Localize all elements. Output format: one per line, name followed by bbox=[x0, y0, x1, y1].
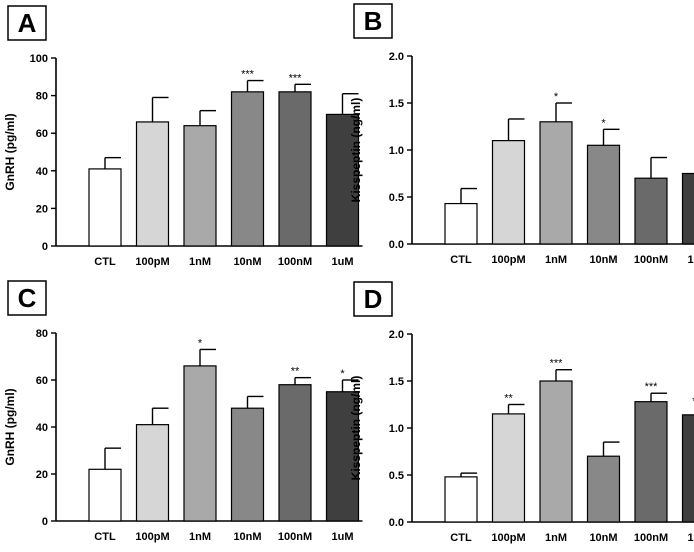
y-tick-label: 1.0 bbox=[389, 423, 404, 435]
bar-ctl bbox=[445, 477, 477, 522]
x-tick-label: CTL bbox=[450, 532, 472, 544]
bar-100nm bbox=[279, 385, 311, 521]
x-tick-label: 100nM bbox=[634, 532, 668, 544]
y-tick-label: 1.5 bbox=[389, 98, 404, 110]
y-tick-label: 60 bbox=[36, 375, 48, 387]
x-tick-label: CTL bbox=[94, 531, 116, 543]
x-tick-label: 100nM bbox=[278, 531, 312, 543]
bar-ctl bbox=[89, 469, 121, 521]
x-tick-label: 10nM bbox=[233, 256, 261, 268]
x-tick-label: 100pM bbox=[491, 254, 525, 266]
x-tick-label: 100pM bbox=[491, 532, 525, 544]
y-tick-label: 100 bbox=[30, 53, 48, 65]
significance-marker: ** bbox=[291, 366, 300, 378]
y-tick-label: 40 bbox=[36, 422, 48, 434]
x-tick-label: 100nM bbox=[634, 254, 668, 266]
y-tick-label: 0.0 bbox=[389, 239, 404, 251]
x-tick-label: 1nM bbox=[189, 531, 211, 543]
bar-100pm bbox=[493, 141, 525, 244]
significance-marker: * bbox=[601, 117, 606, 129]
x-tick-label: 100pM bbox=[135, 256, 169, 268]
y-axis-title: GnRH (pg/ml) bbox=[3, 388, 17, 465]
x-tick-label: CTL bbox=[450, 254, 472, 266]
panel-label: A bbox=[18, 8, 37, 38]
significance-marker: *** bbox=[645, 381, 659, 393]
y-tick-label: 40 bbox=[36, 166, 48, 178]
significance-marker: *** bbox=[289, 72, 303, 84]
y-axis-title: Kisspeptin (ng/ml) bbox=[349, 98, 363, 203]
y-axis-title: Kisspeptin (ng/ml) bbox=[349, 376, 363, 481]
x-tick-label: 10nM bbox=[589, 532, 617, 544]
bar-1um bbox=[683, 174, 694, 245]
y-tick-label: 20 bbox=[36, 203, 48, 215]
y-tick-label: 80 bbox=[36, 328, 48, 340]
bar-ctl bbox=[89, 169, 121, 246]
y-tick-label: 80 bbox=[36, 91, 48, 103]
bar-1nm bbox=[540, 122, 572, 244]
bar-10nm bbox=[232, 92, 264, 246]
significance-marker: *** bbox=[241, 69, 255, 81]
x-tick-label: 1uM bbox=[688, 254, 694, 266]
y-tick-label: 0.5 bbox=[389, 470, 404, 482]
x-tick-label: 100nM bbox=[278, 256, 312, 268]
y-tick-label: 60 bbox=[36, 128, 48, 140]
bar-10nm bbox=[232, 408, 264, 521]
x-tick-label: 10nM bbox=[233, 531, 261, 543]
bar-1um bbox=[683, 415, 694, 522]
x-tick-label: 1nM bbox=[189, 256, 211, 268]
bar-10nm bbox=[588, 145, 620, 244]
bar-1nm bbox=[540, 381, 572, 522]
y-tick-label: 1.0 bbox=[389, 145, 404, 157]
x-tick-label: 1uM bbox=[688, 532, 694, 544]
bar-100pm bbox=[493, 414, 525, 522]
y-tick-label: 0.0 bbox=[389, 517, 404, 529]
significance-marker: * bbox=[198, 337, 203, 349]
panel-label: C bbox=[18, 283, 37, 313]
significance-marker: *** bbox=[550, 358, 564, 370]
x-tick-label: 1uM bbox=[332, 256, 354, 268]
bar-100nm bbox=[635, 178, 667, 244]
y-tick-label: 0 bbox=[42, 241, 48, 253]
x-tick-label: 1uM bbox=[332, 531, 354, 543]
significance-marker: ** bbox=[504, 393, 513, 405]
x-tick-label: 100pM bbox=[135, 531, 169, 543]
y-axis-title: GnRH (pg/ml) bbox=[3, 113, 17, 190]
x-tick-label: 1nM bbox=[545, 532, 567, 544]
y-tick-label: 1.5 bbox=[389, 376, 404, 388]
y-tick-label: 2.0 bbox=[389, 51, 404, 63]
y-tick-label: 20 bbox=[36, 469, 48, 481]
bar-1nm bbox=[184, 366, 216, 521]
panel-label: D bbox=[364, 284, 383, 314]
panel-b: B Kisspeptin (ng/ml) 0.0 0.5 1.0 1.5 2.0 CTL 100… bbox=[349, 4, 694, 266]
significance-marker: * bbox=[340, 368, 345, 380]
bar-100pm bbox=[137, 122, 169, 246]
bar-1nm bbox=[184, 126, 216, 246]
significance-marker: * bbox=[554, 91, 559, 103]
bar-100nm bbox=[635, 402, 667, 522]
bar-100nm bbox=[279, 92, 311, 246]
panel-a: A GnRH (pg/ml) 0 20 40 60 80 100 CTL 100pM 1nM *** 1… bbox=[3, 6, 363, 268]
bar-ctl bbox=[445, 204, 477, 244]
panel-d: D Kisspeptin (ng/ml) 0.0 0.5 1.0 1.5 2.0 CTL ** 1… bbox=[349, 282, 694, 544]
bar-100pm bbox=[137, 425, 169, 521]
y-tick-label: 0.5 bbox=[389, 192, 404, 204]
bar-10nm bbox=[588, 456, 620, 522]
x-tick-label: 10nM bbox=[589, 254, 617, 266]
x-tick-label: 1nM bbox=[545, 254, 567, 266]
x-tick-label: CTL bbox=[94, 256, 116, 268]
y-tick-label: 0 bbox=[42, 516, 48, 528]
panel-label: B bbox=[364, 6, 383, 36]
y-tick-label: 2.0 bbox=[389, 329, 404, 341]
